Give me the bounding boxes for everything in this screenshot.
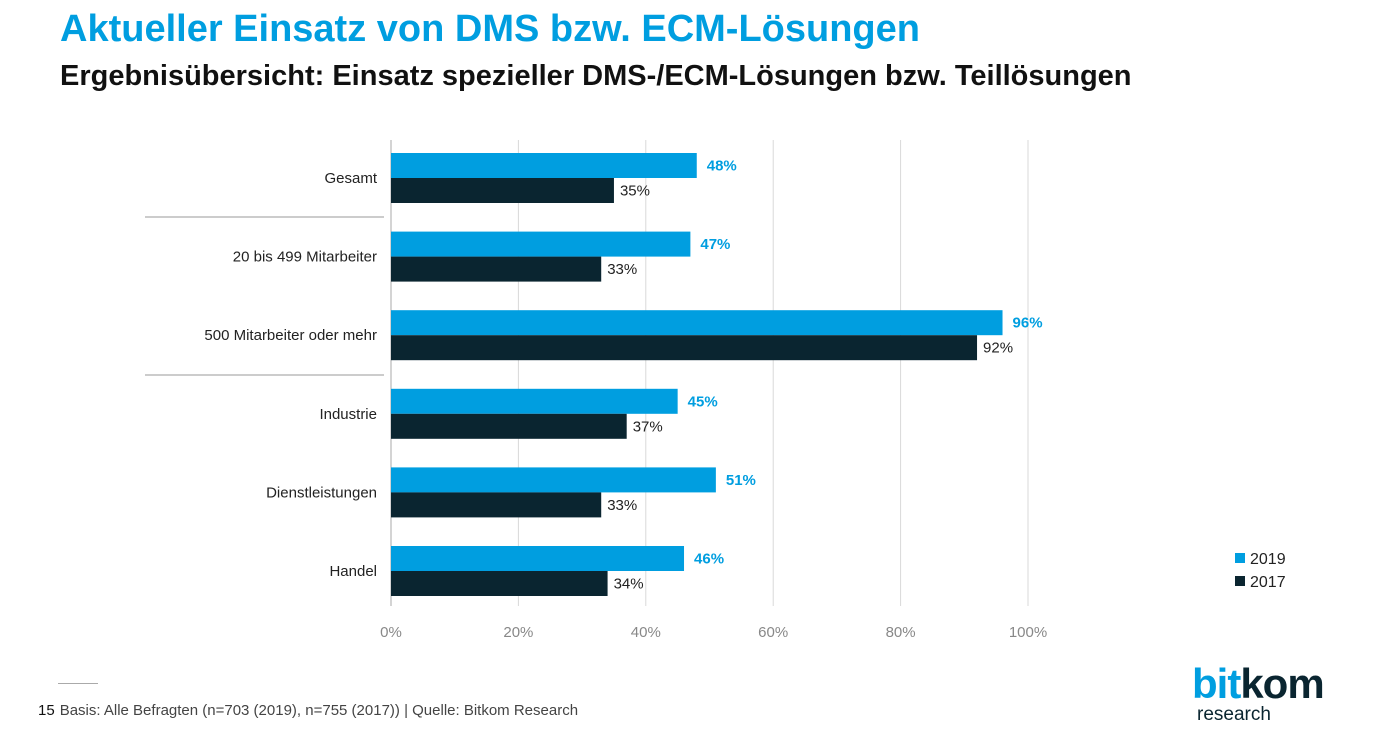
category-label: Gesamt: [324, 170, 377, 187]
page-number: 15: [38, 702, 55, 719]
footer: 15 Basis: Alle Befragten (n=703 (2019), n…: [38, 702, 578, 719]
bar-2019: [391, 153, 697, 178]
bar-2017: [391, 571, 608, 596]
x-tick-label: 20%: [503, 624, 533, 641]
x-tick-label: 100%: [1009, 624, 1047, 641]
logo-bit: bit: [1192, 660, 1241, 707]
page-subtitle: Ergebnisübersicht: Einsatz spezieller DM…: [60, 60, 1132, 92]
bar-2017: [391, 413, 627, 439]
data-label: 46%: [694, 551, 724, 568]
category-label: Handel: [329, 563, 377, 580]
data-label: 96%: [1013, 315, 1043, 332]
bar-2019: [391, 388, 678, 414]
x-tick-label: 40%: [631, 624, 661, 641]
bar-2019: [391, 310, 1003, 336]
logo-kom: kom: [1240, 660, 1324, 707]
data-label: 33%: [607, 497, 637, 514]
bar-2017: [391, 178, 614, 203]
bar-2019: [391, 231, 691, 257]
category-label: Industrie: [319, 406, 377, 423]
data-label: 33%: [607, 261, 637, 278]
category-label: 500 Mitarbeiter oder mehr: [204, 327, 377, 344]
legend-swatch: [1235, 576, 1245, 586]
legend-label: 2019: [1250, 551, 1286, 568]
data-label: 35%: [620, 183, 650, 200]
legend-label: 2017: [1250, 574, 1286, 591]
footer-source: Basis: Alle Befragten (n=703 (2019), n=7…: [59, 702, 579, 719]
data-label: 45%: [688, 393, 718, 410]
category-label: Dienstleistungen: [266, 484, 377, 501]
logo-research: research: [1197, 704, 1271, 725]
bar-2019: [391, 546, 685, 571]
data-label: 48%: [707, 158, 737, 175]
bar-2017: [391, 256, 602, 282]
bitkom-logo: bitkom research: [1192, 660, 1325, 725]
legend-swatch: [1235, 553, 1245, 563]
footer-divider: [58, 683, 98, 684]
category-label: 20 bis 499 Mitarbeiter: [233, 249, 377, 266]
data-label: 34%: [614, 576, 644, 593]
data-label: 92%: [983, 340, 1013, 357]
x-tick-label: 0%: [380, 624, 402, 641]
bar-2019: [391, 467, 716, 493]
x-tick-label: 80%: [886, 624, 916, 641]
data-label: 47%: [700, 236, 730, 253]
data-label: 51%: [726, 472, 756, 489]
data-label: 37%: [633, 418, 663, 435]
page-title: Aktueller Einsatz von DMS bzw. ECM-Lösun…: [60, 8, 920, 50]
bar-2017: [391, 335, 978, 361]
x-tick-label: 60%: [758, 624, 788, 641]
bar-2017: [391, 492, 602, 518]
